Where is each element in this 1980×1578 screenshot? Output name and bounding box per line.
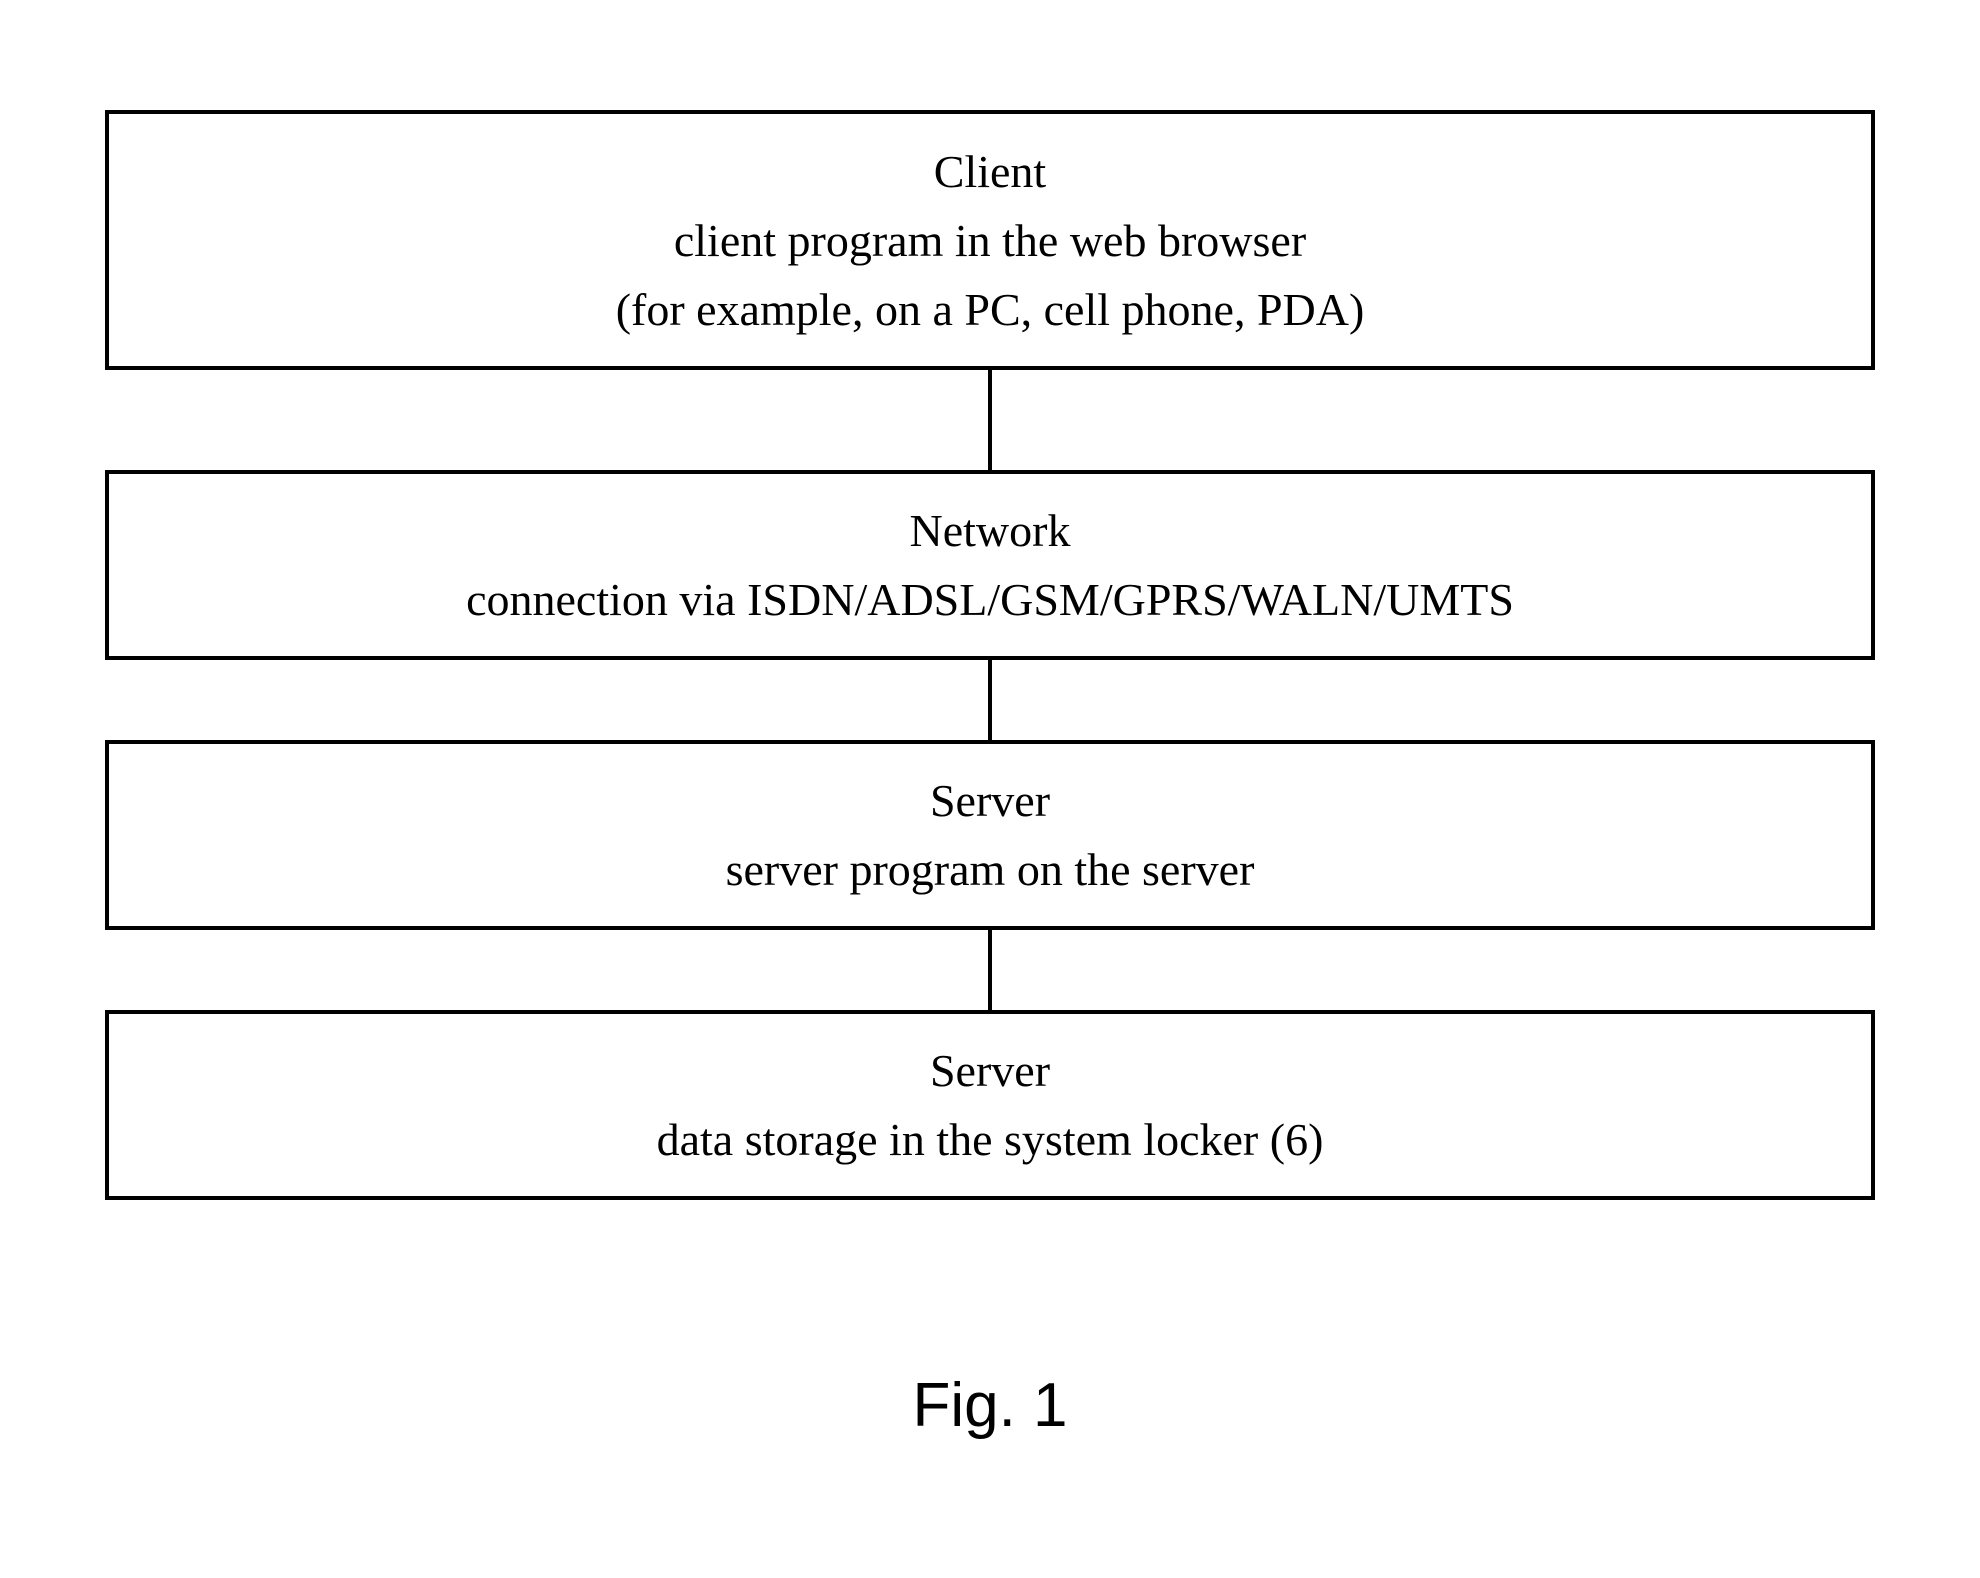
connector-client-network	[988, 370, 992, 470]
box-server-storage: Server data storage in the system locker…	[105, 1010, 1875, 1200]
box-server2-title: Server	[930, 1036, 1050, 1105]
diagram-container: Client client program in the web browser…	[105, 110, 1875, 1200]
box-server1-line1: server program on the server	[726, 835, 1255, 904]
box-server2-line1: data storage in the system locker (6)	[657, 1105, 1324, 1174]
box-network: Network connection via ISDN/ADSL/GSM/GPR…	[105, 470, 1875, 660]
box-client: Client client program in the web browser…	[105, 110, 1875, 370]
box-client-title: Client	[934, 137, 1046, 206]
box-client-line2: (for example, on a PC, cell phone, PDA)	[616, 275, 1365, 344]
figure-label: Fig. 1	[0, 1370, 1980, 1441]
box-network-line1: connection via ISDN/ADSL/GSM/GPRS/WALN/U…	[466, 565, 1514, 634]
connector-network-server1	[988, 660, 992, 740]
box-server1-title: Server	[930, 766, 1050, 835]
box-client-line1: client program in the web browser	[674, 206, 1306, 275]
box-network-title: Network	[910, 496, 1071, 565]
connector-server1-server2	[988, 930, 992, 1010]
box-server-program: Server server program on the server	[105, 740, 1875, 930]
